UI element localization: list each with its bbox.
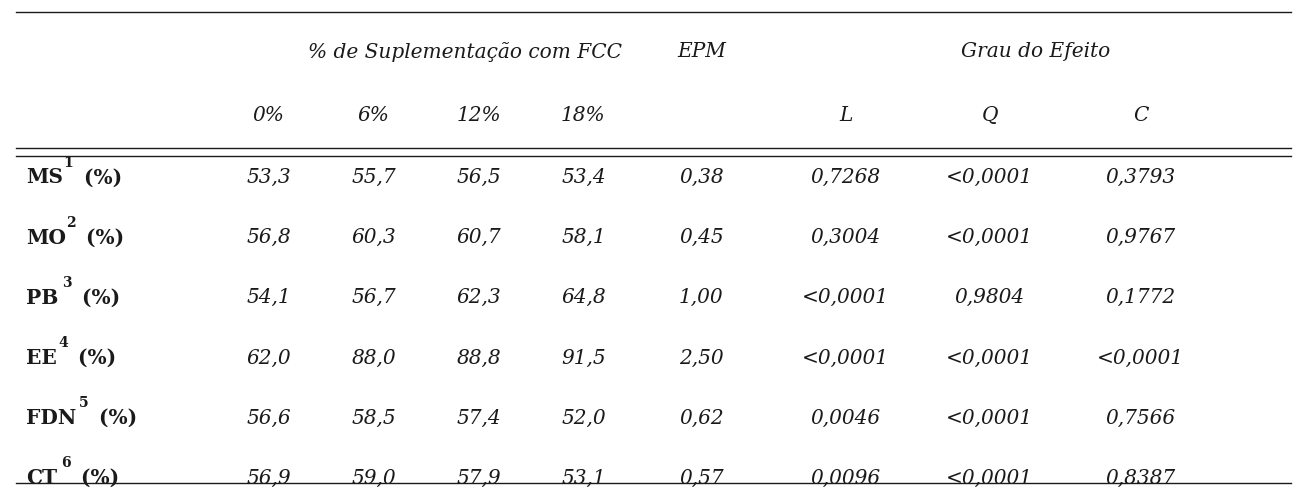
Text: % de Suplementação com FCC: % de Suplementação com FCC [308, 42, 623, 62]
Text: 54,1: 54,1 [246, 288, 291, 307]
Text: <0,0001: <0,0001 [947, 409, 1033, 427]
Text: (%): (%) [75, 288, 119, 308]
Text: 62,0: 62,0 [246, 349, 291, 367]
Text: <0,0001: <0,0001 [947, 168, 1033, 187]
Text: 0,8387: 0,8387 [1105, 469, 1176, 488]
Text: 55,7: 55,7 [351, 168, 396, 187]
Text: 0,1772: 0,1772 [1105, 288, 1176, 307]
Text: <0,0001: <0,0001 [802, 349, 889, 367]
Text: <0,0001: <0,0001 [947, 228, 1033, 247]
Text: 57,9: 57,9 [456, 469, 501, 488]
Text: 53,3: 53,3 [246, 168, 291, 187]
Text: 0,9804: 0,9804 [954, 288, 1025, 307]
Text: MO: MO [26, 228, 67, 247]
Text: 56,8: 56,8 [246, 228, 291, 247]
Text: 56,7: 56,7 [351, 288, 396, 307]
Text: 0,7268: 0,7268 [810, 168, 881, 187]
Text: (%): (%) [92, 408, 138, 428]
Text: L: L [839, 106, 852, 125]
Text: 0,3004: 0,3004 [810, 228, 881, 247]
Text: <0,0001: <0,0001 [802, 288, 889, 307]
Text: 58,1: 58,1 [561, 228, 606, 247]
Text: 0,57: 0,57 [679, 469, 724, 488]
Text: FDN: FDN [26, 408, 76, 428]
Text: (%): (%) [80, 228, 125, 247]
Text: EPM: EPM [676, 42, 726, 61]
Text: 1,00: 1,00 [679, 288, 724, 307]
Text: CT: CT [26, 468, 58, 488]
Text: 4: 4 [58, 336, 68, 350]
Text: 58,5: 58,5 [351, 409, 396, 427]
Text: (%): (%) [71, 348, 117, 368]
Text: Q: Q [982, 106, 998, 125]
Text: Grau do Efeito: Grau do Efeito [961, 42, 1110, 61]
Text: 60,7: 60,7 [456, 228, 501, 247]
Text: <0,0001: <0,0001 [947, 469, 1033, 488]
Text: 0,7566: 0,7566 [1105, 409, 1176, 427]
Text: 62,3: 62,3 [456, 288, 501, 307]
Text: 6: 6 [60, 457, 71, 470]
Text: 18%: 18% [561, 106, 606, 125]
Text: 53,1: 53,1 [561, 469, 606, 488]
Text: 0,9767: 0,9767 [1105, 228, 1176, 247]
Text: 0,62: 0,62 [679, 409, 724, 427]
Text: MS: MS [26, 168, 63, 187]
Text: 0,0046: 0,0046 [810, 409, 881, 427]
Text: 57,4: 57,4 [456, 409, 501, 427]
Text: 60,3: 60,3 [351, 228, 396, 247]
Text: (%): (%) [73, 468, 119, 488]
Text: 0%: 0% [253, 106, 284, 125]
Text: (%): (%) [76, 168, 122, 187]
Text: 64,8: 64,8 [561, 288, 606, 307]
Text: 53,4: 53,4 [561, 168, 606, 187]
Text: C: C [1133, 106, 1148, 125]
Text: PB: PB [26, 288, 59, 308]
Text: 59,0: 59,0 [351, 469, 396, 488]
Text: 0,0096: 0,0096 [810, 469, 881, 488]
Text: EE: EE [26, 348, 56, 368]
Text: 2,50: 2,50 [679, 349, 724, 367]
Text: 88,0: 88,0 [351, 349, 396, 367]
Text: 52,0: 52,0 [561, 409, 606, 427]
Text: 0,3793: 0,3793 [1105, 168, 1176, 187]
Text: 56,9: 56,9 [246, 469, 291, 488]
Text: 0,45: 0,45 [679, 228, 724, 247]
Text: 2: 2 [66, 216, 76, 230]
Text: 56,6: 56,6 [246, 409, 291, 427]
Text: 0,38: 0,38 [679, 168, 724, 187]
Text: 5: 5 [80, 396, 89, 410]
Text: 88,8: 88,8 [456, 349, 501, 367]
Text: 12%: 12% [456, 106, 501, 125]
Text: <0,0001: <0,0001 [947, 349, 1033, 367]
Text: 3: 3 [62, 276, 71, 290]
Text: 56,5: 56,5 [456, 168, 501, 187]
Text: 6%: 6% [358, 106, 389, 125]
Text: <0,0001: <0,0001 [1097, 349, 1184, 367]
Text: 1: 1 [63, 156, 73, 170]
Text: 91,5: 91,5 [561, 349, 606, 367]
